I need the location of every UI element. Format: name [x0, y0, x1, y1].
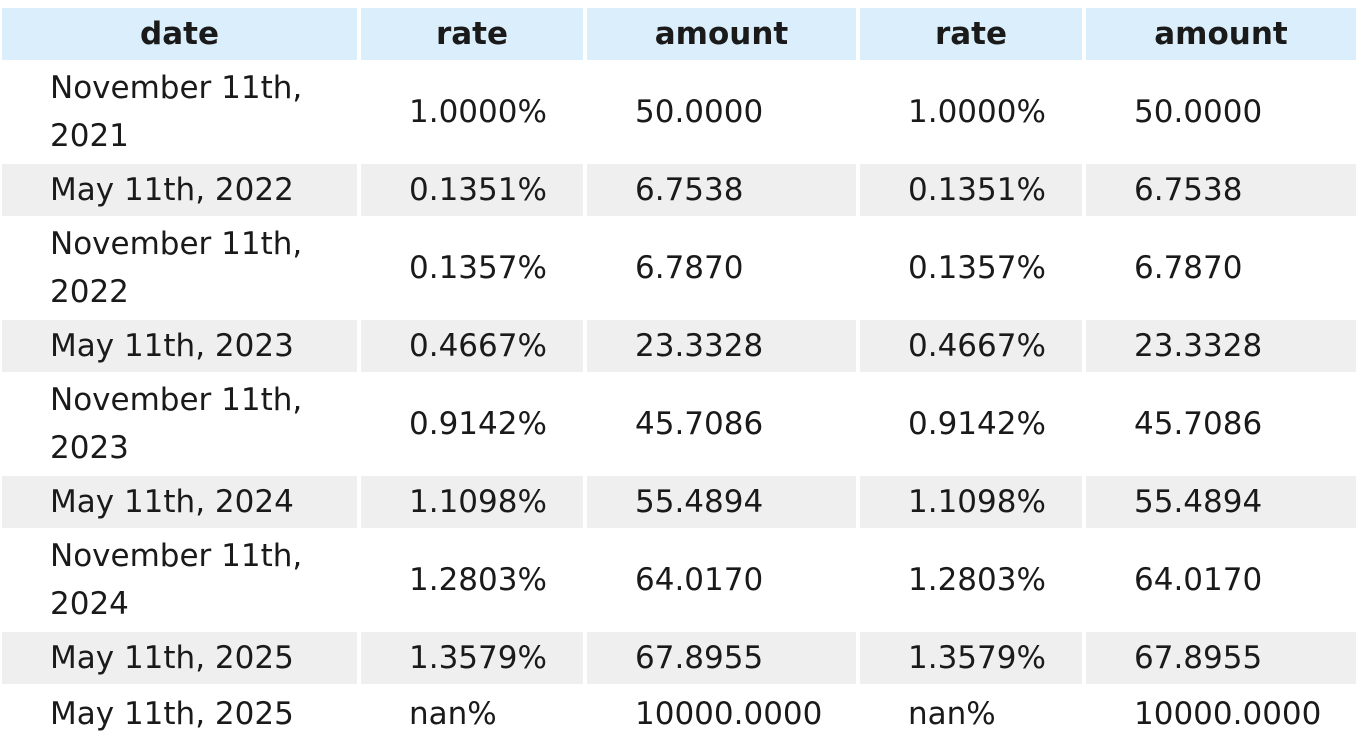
table-row: November 11th, 2023 0.9142% 45.7086 0.91…	[2, 376, 1356, 472]
table-body: November 11th, 2021 1.0000% 50.0000 1.00…	[2, 64, 1356, 740]
cell-amount: 55.4894	[587, 476, 856, 528]
cell-rate: 1.1098%	[860, 476, 1082, 528]
cell-rate: 0.4667%	[860, 320, 1082, 372]
table-row: May 11th, 2025 1.3579% 67.8955 1.3579% 6…	[2, 632, 1356, 684]
cell-rate: 1.2803%	[908, 562, 1046, 598]
table-row: May 11th, 2023 0.4667% 23.3328 0.4667% 2…	[2, 320, 1356, 372]
cell-amount: 10000.0000	[1134, 696, 1322, 732]
cell-rate: 1.0000%	[908, 94, 1046, 130]
cell-amount: 6.7870	[1134, 250, 1243, 286]
cell-amount: 64.0170	[1134, 562, 1263, 598]
cell-rate: 1.3579%	[860, 632, 1082, 684]
cell-amount: 50.0000	[1134, 94, 1263, 130]
cell-amount: 55.4894	[1086, 476, 1356, 528]
cell-amount: 23.3328	[587, 320, 856, 372]
table-row: November 11th, 2021 1.0000% 50.0000 1.00…	[2, 64, 1356, 160]
cell-rate: 0.1357%	[908, 250, 1046, 286]
cell-amount: 6.7538	[587, 164, 856, 216]
cell-rate: 0.9142%	[409, 406, 547, 442]
cell-amount: 10000.0000	[635, 696, 823, 732]
cell-rate: nan%	[908, 696, 996, 732]
header-amount: amount	[1086, 8, 1356, 60]
cell-date: May 11th, 2025	[50, 696, 294, 732]
cell-rate: 0.4667%	[361, 320, 583, 372]
header-row: date rate amount rate amount	[2, 8, 1356, 60]
header-rate: rate	[860, 8, 1082, 60]
table-header: date rate amount rate amount	[2, 8, 1356, 60]
cell-rate: 0.1351%	[361, 164, 583, 216]
cell-amount: 6.7538	[1086, 164, 1356, 216]
cell-amount: 45.7086	[635, 406, 764, 442]
cell-amount: 67.8955	[587, 632, 856, 684]
cell-amount: 45.7086	[1134, 406, 1263, 442]
cell-rate: 1.3579%	[361, 632, 583, 684]
cell-amount: 50.0000	[635, 94, 764, 130]
header-rate: rate	[361, 8, 583, 60]
cell-date: May 11th, 2025	[2, 632, 357, 684]
cell-rate: 1.0000%	[409, 94, 547, 130]
cell-rate: 0.9142%	[908, 406, 1046, 442]
table-row: November 11th, 2022 0.1357% 6.7870 0.135…	[2, 220, 1356, 316]
cell-date: November 11th, 2024	[50, 538, 303, 622]
table-row: November 11th, 2024 1.2803% 64.0170 1.28…	[2, 532, 1356, 628]
cell-rate: 1.1098%	[361, 476, 583, 528]
table-row: May 11th, 2022 0.1351% 6.7538 0.1351% 6.…	[2, 164, 1356, 216]
cell-rate: nan%	[409, 696, 497, 732]
cell-date: November 11th, 2022	[50, 226, 303, 310]
cell-rate: 0.1351%	[860, 164, 1082, 216]
cell-amount: 64.0170	[635, 562, 764, 598]
cell-date: November 11th, 2021	[50, 70, 303, 154]
cell-date: May 11th, 2024	[2, 476, 357, 528]
rates-table: date rate amount rate amount November 11…	[0, 4, 1360, 744]
table-row: May 11th, 2024 1.1098% 55.4894 1.1098% 5…	[2, 476, 1356, 528]
cell-date: November 11th, 2023	[50, 382, 303, 466]
cell-rate: 0.1357%	[409, 250, 547, 286]
cell-amount: 23.3328	[1086, 320, 1356, 372]
cell-amount: 67.8955	[1086, 632, 1356, 684]
cell-date: May 11th, 2023	[2, 320, 357, 372]
cell-date: May 11th, 2022	[2, 164, 357, 216]
cell-rate: 1.2803%	[409, 562, 547, 598]
cell-amount: 6.7870	[635, 250, 744, 286]
header-date: date	[2, 8, 357, 60]
header-amount: amount	[587, 8, 856, 60]
table-row: May 11th, 2025 nan% 10000.0000 nan% 1000…	[2, 688, 1356, 740]
